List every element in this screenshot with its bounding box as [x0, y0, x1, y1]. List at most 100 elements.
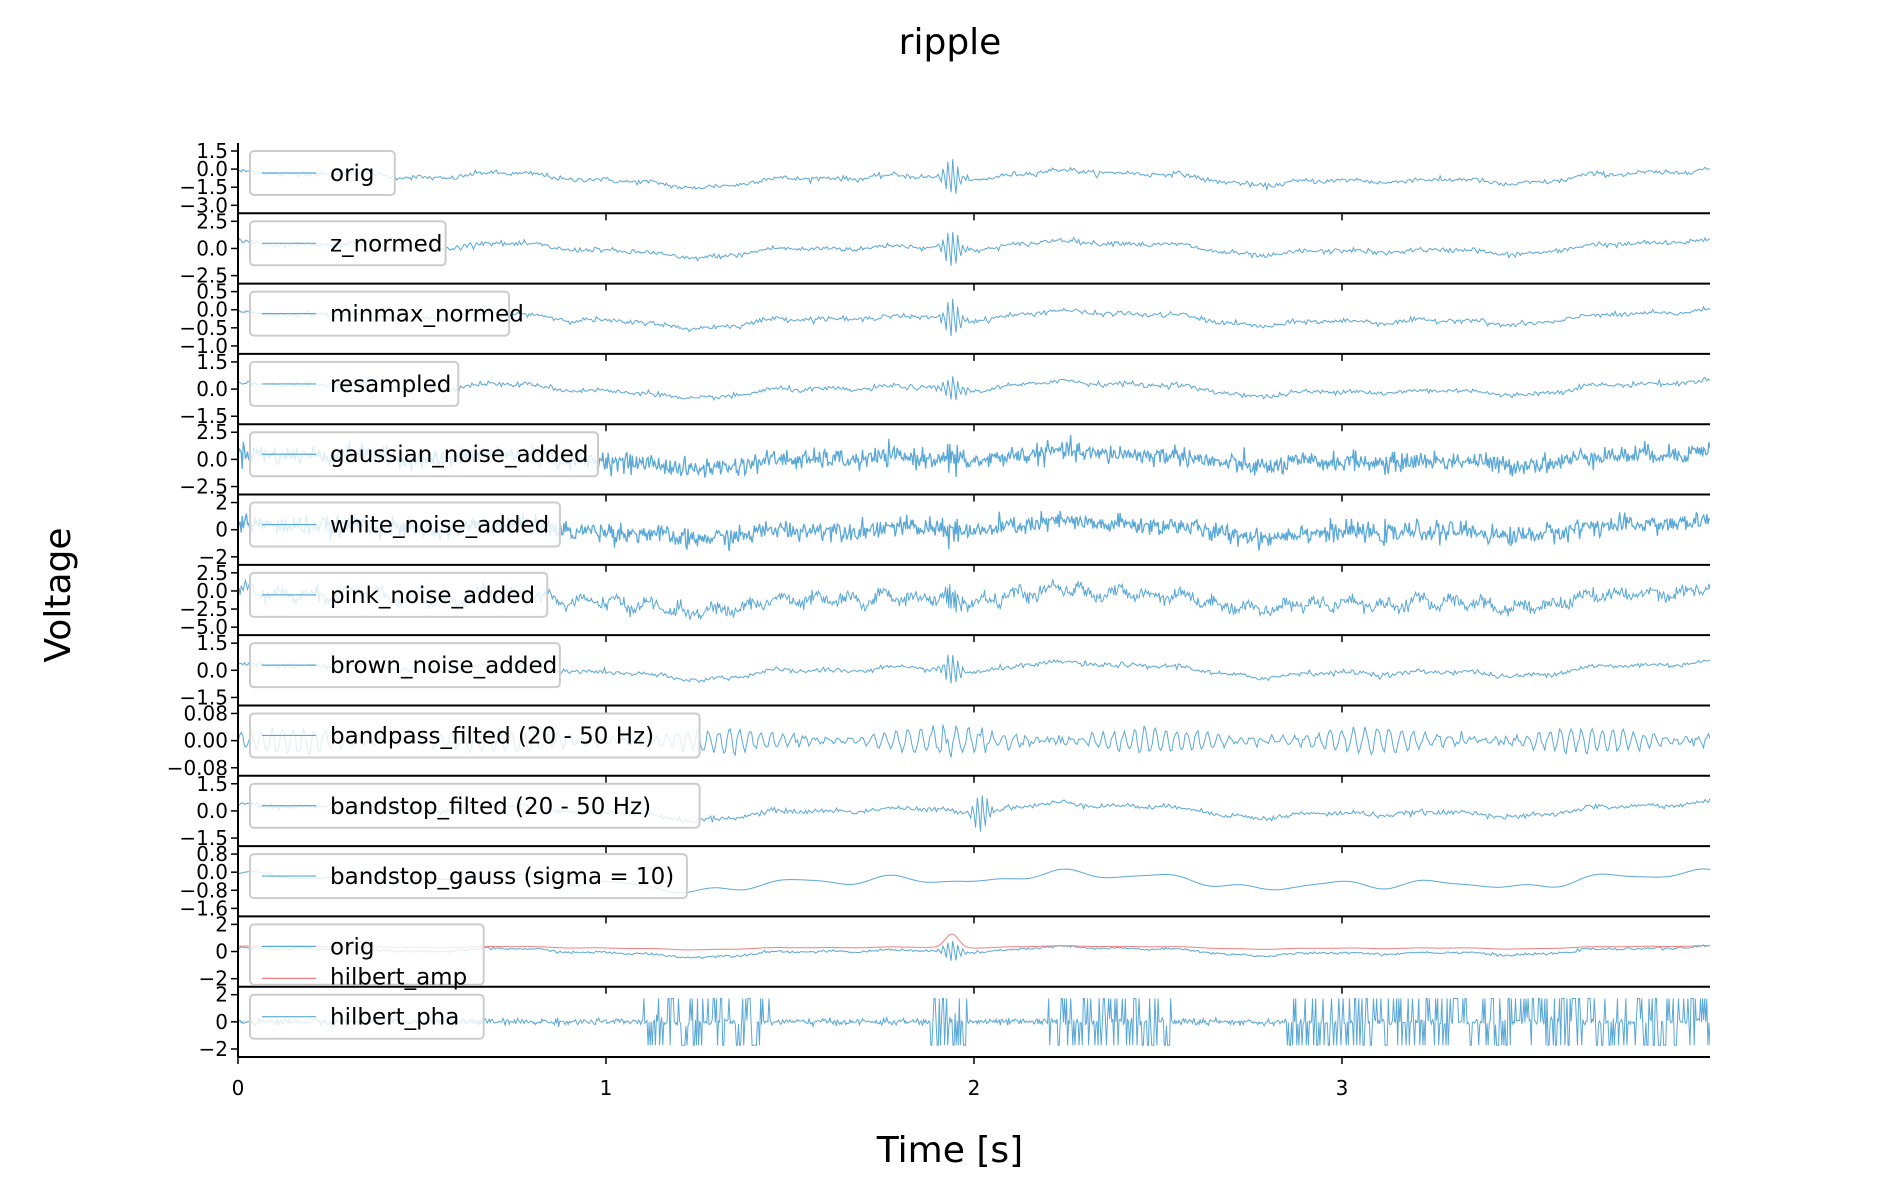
legend-label-8: bandpass_filted (20 - 50 Hz) — [330, 723, 654, 749]
y-tick-label-10-1: 0.0 — [196, 860, 228, 884]
y-tick-label-11-1: 0 — [215, 940, 228, 964]
panel-10: 0.80.0−0.8−1.6 bandstop_gauss (sigma = 10… — [179, 842, 1710, 924]
x-tick-label-3: 3 — [1336, 1076, 1349, 1100]
legend-0: orig — [249, 150, 396, 196]
x-tick-label-2: 2 — [968, 1076, 981, 1100]
y-tick-label-1-2: −2.5 — [179, 264, 228, 288]
legend-label-hilbert-amp: hilbert_amp — [330, 964, 467, 990]
y-tick-label-11-2: −2 — [199, 967, 228, 991]
chart-title: ripple — [899, 22, 1002, 63]
legend-7: brown_noise_added — [249, 642, 561, 689]
legend-5: white_noise_added — [249, 501, 561, 548]
x-tick-label-0: 0 — [232, 1076, 245, 1100]
y-tick-label-8-2: −0.08 — [167, 756, 228, 780]
y-tick-label-1-0: 2.5 — [196, 209, 228, 233]
panels-group: 1.50.0−1.5−3.0orig2.50.0−2.5z_normed0.50… — [167, 139, 1710, 1064]
y-tick-label-12-2: −2 — [199, 1037, 228, 1061]
legend-label-2: minmax_normed — [330, 302, 524, 328]
y-tick-label-5-0: 2 — [215, 491, 228, 515]
y-tick-label-9-0: 1.5 — [196, 772, 228, 796]
y-tick-label-9-2: −1.5 — [179, 826, 228, 850]
legend-10: bandstop_gauss (sigma = 10) — [249, 853, 688, 900]
y-tick-label-8-0: 0.08 — [183, 701, 228, 725]
legend-box-12 — [249, 993, 485, 1040]
y-tick-label-9-1: 0.0 — [196, 799, 228, 823]
y-tick-label-4-1: 0.0 — [196, 447, 228, 471]
legend-box-6 — [249, 571, 549, 618]
y-tick-label-3-1: 0.0 — [196, 377, 228, 401]
y-tick-label-2-1: 0.0 — [196, 298, 228, 322]
legend-label-11: orig — [330, 934, 375, 960]
panel-9: 1.5 0.0 −1.5 bandstop_filted (20 - 50 Hz) — [179, 772, 1710, 854]
y-tick-label-8-1: 0.00 — [183, 729, 228, 753]
y-tick-label-2-3: −1.0 — [179, 334, 228, 358]
legend-box-9 — [249, 782, 701, 829]
y-tick-label-10-2: −0.8 — [179, 878, 228, 902]
y-tick-label-6-1: 0.0 — [196, 579, 228, 603]
legend-box-5 — [249, 501, 561, 548]
panel-7: 1.5 0.0 −1.5 brown_noise_added — [179, 631, 1710, 713]
y-tick-label-4-2: −2.5 — [179, 475, 228, 499]
x-tick-label-1: 1 — [600, 1076, 613, 1100]
legend-2: minmax_normed — [249, 290, 524, 337]
legend-11: orig hilbert_amp — [249, 923, 485, 990]
legend-box-11 — [249, 923, 485, 986]
legend-box-8 — [249, 712, 701, 759]
legend-box-3 — [249, 360, 460, 407]
y-tick-label-0-0: 1.5 — [196, 139, 228, 163]
y-tick-label-3-2: −1.5 — [179, 404, 228, 428]
y-tick-label-2-0: 0.5 — [196, 280, 228, 304]
x-axis: 0 1 2 3 — [232, 1076, 1349, 1100]
series-line-1 — [238, 232, 1710, 266]
series-line-0 — [238, 159, 1710, 194]
y-tick-label-0-1: 0.0 — [196, 157, 228, 181]
y-tick-label-3-0: 1.5 — [196, 350, 228, 374]
legend-label-6: pink_noise_added — [330, 583, 535, 609]
y-tick-label-12-1: 0 — [215, 1010, 228, 1034]
legend-label-4: gaussian_noise_added — [330, 442, 589, 468]
y-tick-label-5-1: 0 — [215, 518, 228, 542]
panel-0: 1.50.0−1.5−3.0 orig — [179, 139, 1710, 221]
legend-label-9: bandstop_filted (20 - 50 Hz) — [330, 794, 651, 820]
y-tick-label-11-0: 2 — [215, 912, 228, 936]
y-tick-label-6-3: −5.0 — [179, 615, 228, 639]
panel-4: 2.5 0.0 −2.5 gaussian_noise_added — [179, 420, 1710, 502]
legend-label-12: hilbert_pha — [330, 1005, 459, 1031]
y-tick-label-12-0: 2 — [215, 983, 228, 1007]
y-tick-label-7-0: 1.5 — [196, 631, 228, 655]
y-tick-label-10-0: 0.8 — [196, 842, 228, 866]
y-tick-label-0-3: −3.0 — [179, 193, 228, 217]
y-tick-label-0-2: −1.5 — [179, 175, 228, 199]
legend-label-0: orig — [330, 161, 375, 187]
legend-box-10 — [249, 853, 688, 900]
legend-6: pink_noise_added — [249, 571, 549, 618]
panel-11: 2 0 −2 orig hilbert_amp — [199, 912, 1710, 994]
y-tick-label-4-0: 2.5 — [196, 420, 228, 444]
panel-12: 2 0 −2 hilbert_pha — [199, 983, 1710, 1064]
legend-12: hilbert_pha — [249, 993, 485, 1040]
y-tick-label-10-3: −1.6 — [179, 896, 228, 920]
legend-box-1 — [249, 220, 447, 267]
y-tick-label-7-2: −1.5 — [179, 685, 228, 709]
legend-box-2 — [249, 290, 511, 337]
legend-9: bandstop_filted (20 - 50 Hz) — [249, 782, 701, 829]
legend-box-0 — [249, 150, 396, 196]
legend-box-7 — [249, 642, 561, 689]
legend-box-4 — [249, 431, 599, 478]
legend-label-5: white_noise_added — [330, 513, 549, 539]
series-line-3 — [238, 376, 1710, 402]
y-tick-label-6-0: 2.5 — [196, 561, 228, 585]
legend-label-3: resampled — [330, 372, 451, 398]
panel-8: 0.08 0.00 −0.08 bandpass_filted (20 - 50 Hz… — [167, 701, 1710, 783]
y-axis-label: Voltage — [38, 527, 79, 662]
panel-6: 2.50.0−2.5−5.0 pink_noise_added — [179, 561, 1710, 643]
legend-3: resampled — [249, 360, 460, 407]
panel-3: 1.5 0.0 −1.5 resampled — [179, 350, 1710, 432]
legend-8: bandpass_filted (20 - 50 Hz) — [249, 712, 701, 759]
panel-5: 2 0 −2 white_noise_added — [199, 491, 1710, 572]
legend-label-10: bandstop_gauss (sigma = 10) — [330, 864, 674, 890]
legend-1: z_normed — [249, 220, 447, 267]
y-tick-label-7-1: 0.0 — [196, 658, 228, 682]
x-axis-label: Time [s] — [876, 1130, 1023, 1171]
